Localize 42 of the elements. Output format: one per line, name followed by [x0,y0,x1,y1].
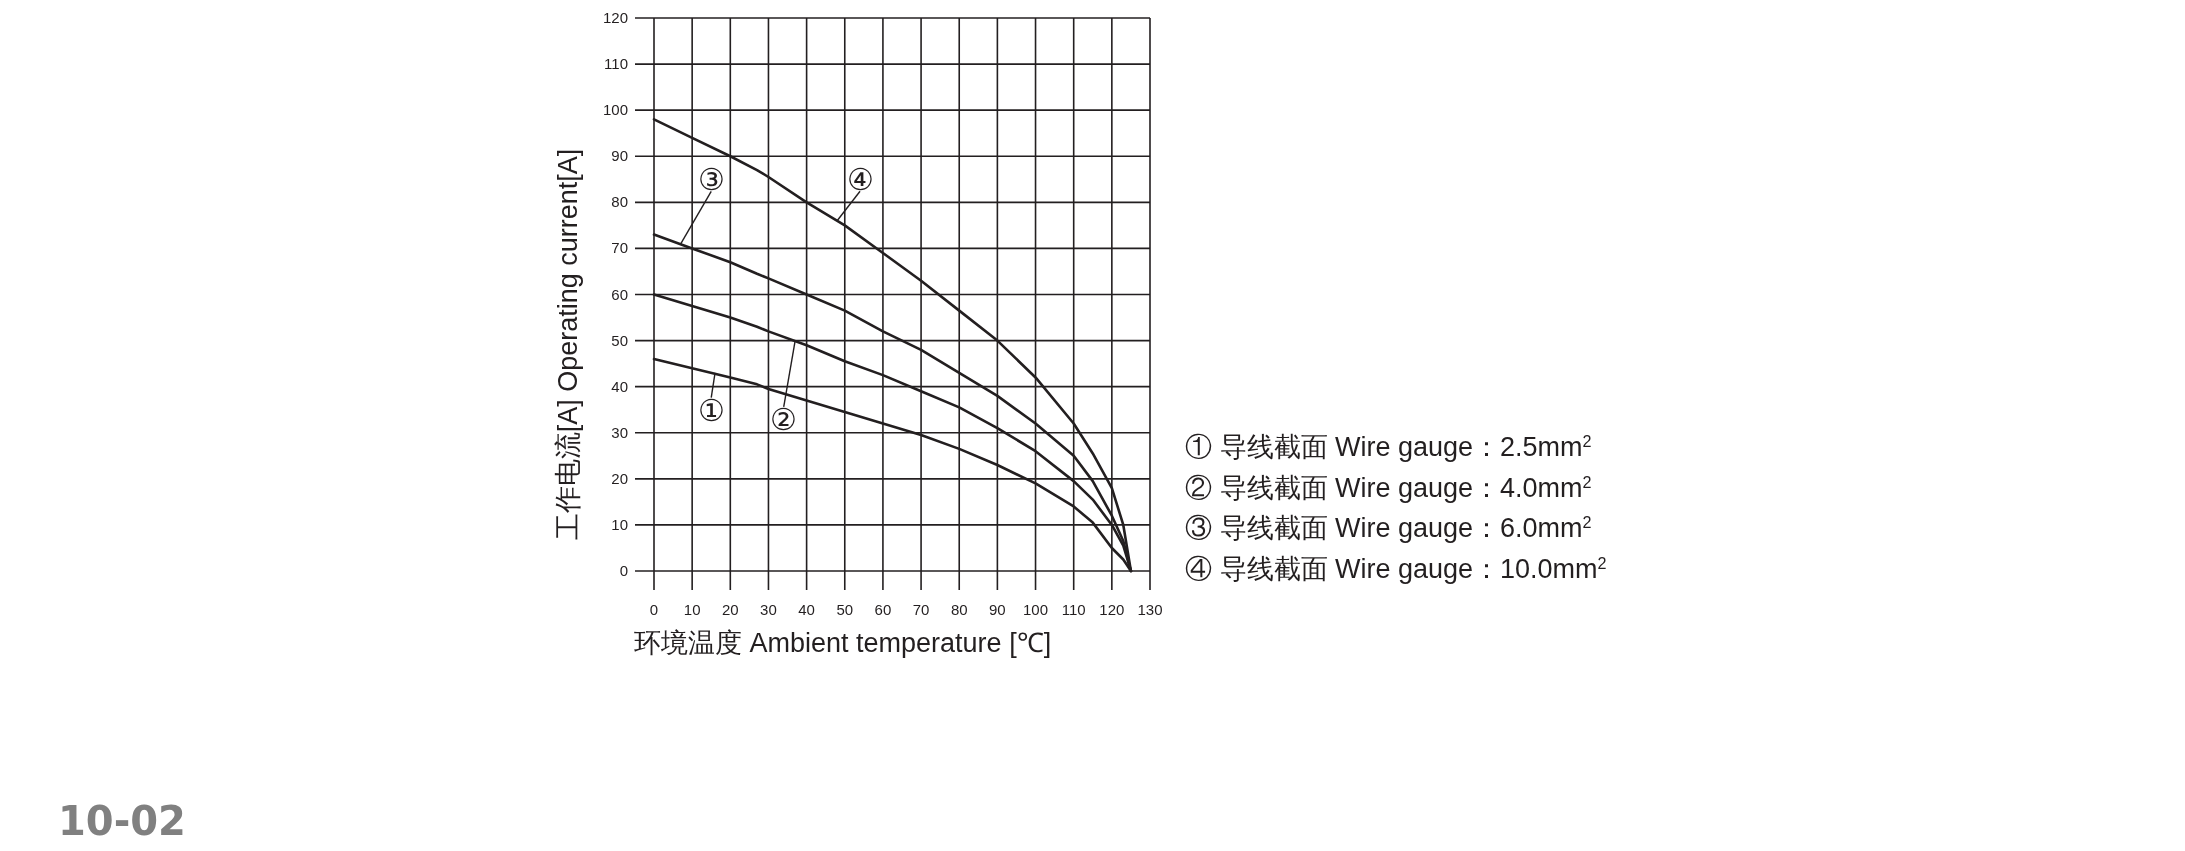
annotation: ④ [846,163,874,197]
y-tick-label: 70 [611,239,628,257]
annotation: ④ [836,163,874,222]
annotation: ② [770,339,798,436]
x-tick-label: 50 [836,601,854,618]
y-tick-label: 90 [611,147,628,165]
y-axis-title: 工作电流[A] Operating current[A] [553,148,583,541]
x-tick-label: 80 [950,601,968,618]
x-tick-label: 30 [760,601,777,618]
x-tick-label: 120 [1099,601,1125,618]
y-tick-label: 40 [611,377,628,395]
x-tick-label: 90 [989,601,1006,618]
y-tick-label: 60 [611,285,628,303]
y-tick-label: 30 [611,423,628,441]
annotation: ③ [680,163,725,245]
x-tick-label: 100 [1023,601,1049,618]
x-tick-label: 60 [874,601,892,618]
x-tick-label: 130 [1137,601,1163,618]
x-tick-label: 40 [798,601,815,618]
x-tick-label: 20 [721,601,739,618]
x-tick-label: 0 [649,601,659,618]
text: 10-02 [58,798,186,844]
y-tick-label: 0 [619,562,628,579]
y-tick-label: 80 [611,193,628,211]
y-tick-label: 20 [611,469,628,487]
y-tick-label: 120 [602,9,628,26]
text: ① 导线截面 Wire gauge：2.5mm$^{2}$ [1185,432,1592,462]
y-tick-label: 50 [611,331,628,349]
x-tick-label: 70 [912,601,930,618]
annotation: ③ [697,163,725,197]
y-tick-label: 10 [611,515,628,533]
y-tick-label: 100 [602,101,628,119]
annotation: ① [697,393,725,427]
annotation: ② [770,402,798,436]
x-axis-title: 环境温度 Ambient temperature [℃] [634,628,1052,658]
y-tick-label: 110 [604,55,628,73]
x-tick-label: 10 [683,601,701,618]
text: ③ 导线截面 Wire gauge：6.0mm$^{2}$ [1185,513,1592,543]
text: ④ 导线截面 Wire gauge：10.0mm$^{2}$ [1185,553,1607,584]
x-tick-label: 110 [1061,601,1086,618]
annotation: ① [697,372,725,427]
text: ② 导线截面 Wire gauge：4.0mm$^{2}$ [1185,472,1592,503]
